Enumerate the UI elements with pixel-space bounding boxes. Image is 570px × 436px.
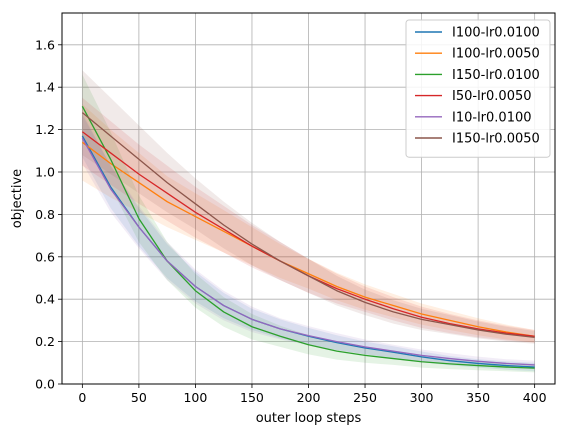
- series-lines: [81, 105, 535, 369]
- y-tick-label: 0.0: [35, 377, 55, 392]
- x-tick-label: 350: [466, 390, 490, 405]
- x-axis-label: outer loop steps: [256, 411, 362, 426]
- y-tick-label: 1.6: [35, 37, 55, 52]
- legend-box: [405, 19, 551, 158]
- legend: I100-lr0.0100 I100-lr0.0050 I150-lr0.0100 I…: [405, 19, 551, 158]
- x-tick-label: 200: [297, 390, 321, 405]
- x-tick-label: 50: [131, 390, 147, 405]
- series-band: [82, 97, 535, 343]
- legend-label: I100-lr0.0100: [452, 26, 540, 41]
- y-tick-label: 0.8: [35, 207, 55, 222]
- series-line: [81, 112, 535, 339]
- series-band: [82, 70, 535, 344]
- y-tick-label: 0.6: [35, 249, 55, 264]
- series-line: [81, 141, 535, 337]
- series-band: [82, 74, 535, 373]
- x-tick-label: 250: [353, 390, 377, 405]
- legend-label: I150-lr0.0100: [452, 68, 540, 83]
- x-tick-label: 100: [183, 390, 207, 405]
- y-axis-label: objective: [10, 169, 25, 228]
- legend-label: I10-lr0.0100: [452, 110, 532, 125]
- y-tick-label: 0.2: [35, 334, 55, 349]
- legend-label: I100-lr0.0050: [452, 47, 540, 62]
- x-tick-label: 150: [240, 390, 264, 405]
- series-line: [81, 137, 535, 366]
- legend-label: I50-lr0.0050: [452, 89, 532, 104]
- y-tick-label: 0.4: [35, 292, 55, 307]
- series-line: [81, 105, 535, 369]
- y-tick-label: 1.2: [35, 122, 55, 137]
- series-band: [82, 104, 535, 343]
- x-tick-label: 400: [523, 390, 547, 405]
- confidence-bands: [82, 70, 535, 373]
- x-tick-label: 300: [410, 390, 434, 405]
- y-tick-label: 1.4: [35, 80, 55, 95]
- x-tick-label: 0: [78, 390, 86, 405]
- axis-ticks: 0 50 100 150 200 250 300 350 400 0.0 0.2 0.4 0.6 0.8 1…: [35, 37, 547, 405]
- y-tick-label: 1.0: [35, 165, 55, 180]
- legend-label: I150-lr0.0050: [452, 132, 540, 147]
